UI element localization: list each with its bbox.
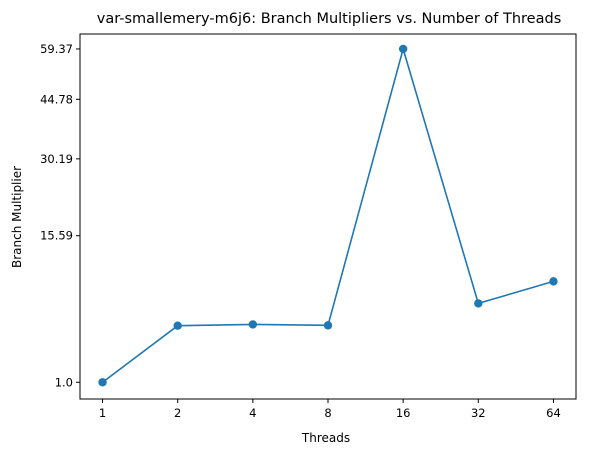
series-line — [102, 46, 554, 383]
data-point — [98, 378, 107, 387]
plot-area — [79, 33, 577, 400]
chart-title: var-smallemery-m6j6: Branch Multipliers … — [97, 11, 562, 27]
y-tick-label: 30.19 — [40, 152, 73, 166]
plot-frame — [79, 33, 577, 400]
x-tick-label: 4 — [249, 406, 256, 420]
x-tick-label: 16 — [396, 406, 411, 420]
x-tick-label: 2 — [174, 406, 181, 420]
y-tick-label: 15.59 — [40, 229, 73, 243]
data-point — [323, 321, 333, 330]
data-point — [474, 299, 483, 308]
y-axis: 1.0 15.59 30.19 44.78 59.37 — [40, 42, 80, 389]
x-axis-label: Threads — [301, 431, 350, 445]
y-tick-label: 44.78 — [40, 92, 73, 106]
x-tick-label: 8 — [324, 406, 331, 420]
y-tick-label: 59.37 — [40, 42, 73, 56]
y-tick-label: 1.0 — [55, 375, 73, 389]
data-point — [248, 320, 258, 329]
x-tick-label: 32 — [471, 406, 486, 420]
data-point — [173, 321, 182, 330]
x-tick-label: 64 — [546, 406, 561, 420]
x-axis: 1 2 4 8 16 32 64 — [99, 399, 561, 420]
data-point — [549, 277, 558, 286]
data-point — [398, 44, 408, 54]
y-axis-label: Branch Multiplier — [10, 166, 24, 268]
x-tick-label: 1 — [99, 406, 106, 420]
